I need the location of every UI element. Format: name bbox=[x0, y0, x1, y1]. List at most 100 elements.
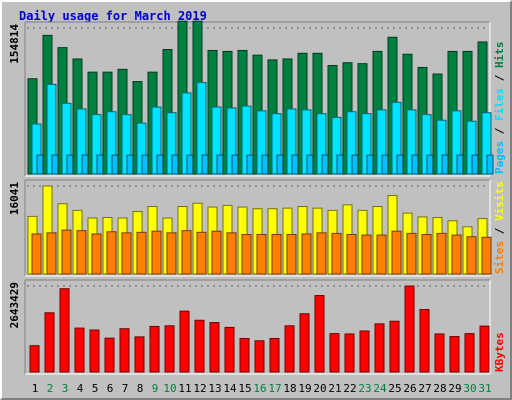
bar-pages-day-15 bbox=[246, 154, 254, 175]
x-tick-day-24: 24 bbox=[373, 382, 387, 395]
bar-sites-day-22 bbox=[346, 234, 357, 275]
bar-kbytes-day-21 bbox=[329, 333, 340, 373]
bar-pages-day-20 bbox=[321, 154, 329, 175]
bar-sites-day-6 bbox=[106, 231, 117, 275]
bar-sites-day-12 bbox=[196, 231, 207, 275]
x-tick-day-19: 19 bbox=[298, 382, 311, 395]
x-tick-day-28: 28 bbox=[433, 382, 446, 395]
bar-pages-day-13 bbox=[216, 154, 224, 175]
bar-kbytes-day-30 bbox=[464, 333, 475, 373]
bar-kbytes-day-16 bbox=[254, 340, 265, 373]
bar-pages-day-17 bbox=[276, 154, 284, 175]
x-tick-day-15: 15 bbox=[238, 382, 251, 395]
bar-pages-day-8 bbox=[141, 154, 149, 175]
bar-kbytes-day-13 bbox=[209, 322, 220, 373]
x-tick-day-4: 4 bbox=[77, 382, 84, 395]
x-tick-day-2: 2 bbox=[47, 382, 54, 395]
legend-kbytes: KBytes bbox=[493, 332, 506, 372]
x-tick-day-20: 20 bbox=[313, 382, 326, 395]
bar-sites-day-5 bbox=[91, 233, 102, 275]
bar-kbytes-day-3 bbox=[59, 288, 70, 373]
bar-sites-day-16 bbox=[256, 234, 267, 275]
x-tick-day-6: 6 bbox=[107, 382, 114, 395]
legend-item-visits: Visits bbox=[493, 181, 506, 221]
bar-sites-day-11 bbox=[181, 230, 192, 275]
bar-sites-day-10 bbox=[166, 232, 177, 275]
bar-pages-day-12 bbox=[201, 154, 209, 175]
bar-kbytes-day-22 bbox=[344, 333, 355, 373]
x-tick-day-7: 7 bbox=[122, 382, 129, 395]
bar-sites-day-23 bbox=[361, 234, 372, 275]
legend-separator: / bbox=[493, 68, 506, 88]
chart-title: Daily usage for March 2019 bbox=[19, 9, 207, 23]
bar-sites-day-24 bbox=[376, 234, 387, 275]
bar-kbytes-day-28 bbox=[434, 333, 445, 373]
bar-kbytes-day-15 bbox=[239, 337, 250, 373]
x-tick-day-27: 27 bbox=[418, 382, 431, 395]
x-tick-day-17: 17 bbox=[268, 382, 281, 395]
bar-kbytes-day-11 bbox=[179, 310, 190, 373]
x-tick-day-10: 10 bbox=[163, 382, 176, 395]
x-tick-day-26: 26 bbox=[403, 382, 416, 395]
bar-kbytes-day-1 bbox=[29, 345, 40, 373]
y-max-label-hits-files-pages: 154814 bbox=[8, 24, 21, 64]
bar-sites-day-27 bbox=[421, 234, 432, 275]
bar-pages-day-6 bbox=[111, 154, 119, 175]
bar-pages-day-3 bbox=[66, 154, 74, 175]
bar-sites-day-7 bbox=[121, 232, 132, 275]
bar-pages-day-27 bbox=[426, 154, 434, 175]
x-tick-day-18: 18 bbox=[283, 382, 296, 395]
bar-pages-day-14 bbox=[231, 154, 239, 175]
bar-kbytes-day-4 bbox=[74, 327, 85, 373]
bar-pages-day-16 bbox=[261, 154, 269, 175]
x-tick-day-12: 12 bbox=[193, 382, 206, 395]
bar-sites-day-26 bbox=[406, 232, 417, 275]
bar-sites-day-17 bbox=[271, 234, 282, 275]
bar-pages-day-23 bbox=[366, 154, 374, 175]
x-tick-day-11: 11 bbox=[178, 382, 191, 395]
x-tick-day-31: 31 bbox=[478, 382, 491, 395]
bar-kbytes-day-25 bbox=[389, 320, 400, 373]
x-tick-day-1: 1 bbox=[32, 382, 39, 395]
bar-kbytes-day-26 bbox=[404, 285, 415, 373]
bar-sites-day-14 bbox=[226, 232, 237, 275]
legend-separator: / bbox=[493, 121, 506, 141]
bar-kbytes-day-7 bbox=[119, 328, 130, 373]
bar-sites-day-18 bbox=[286, 234, 297, 275]
bar-pages-day-26 bbox=[411, 154, 419, 175]
x-tick-day-14: 14 bbox=[223, 382, 237, 395]
bar-sites-day-15 bbox=[241, 234, 252, 275]
bar-sites-day-20 bbox=[316, 232, 327, 275]
y-max-label-kbytes: 2643429 bbox=[8, 282, 21, 328]
bar-kbytes-day-20 bbox=[314, 295, 325, 373]
bar-kbytes-day-9 bbox=[149, 325, 160, 373]
bar-sites-day-2 bbox=[46, 232, 57, 275]
y-max-label-visits-sites: 16041 bbox=[8, 182, 21, 215]
bar-kbytes-day-18 bbox=[284, 325, 295, 373]
bar-kbytes-day-24 bbox=[374, 323, 385, 373]
bar-kbytes-day-5 bbox=[89, 329, 100, 373]
bar-kbytes-day-10 bbox=[164, 325, 175, 373]
legend-item-pages: Pages bbox=[493, 141, 506, 174]
bar-sites-day-3 bbox=[61, 229, 72, 275]
x-tick-day-16: 16 bbox=[253, 382, 266, 395]
bar-kbytes-day-8 bbox=[134, 336, 145, 373]
bar-sites-day-31 bbox=[481, 236, 492, 275]
bar-sites-day-30 bbox=[466, 236, 477, 275]
bar-sites-day-25 bbox=[391, 230, 402, 275]
legend-separator: / bbox=[493, 221, 506, 241]
bar-kbytes-day-29 bbox=[449, 336, 460, 373]
x-tick-day-9: 9 bbox=[152, 382, 159, 395]
bar-pages-day-29 bbox=[456, 154, 464, 175]
bar-sites-day-28 bbox=[436, 232, 447, 275]
bar-pages-day-10 bbox=[171, 154, 179, 175]
legend-item-sites: Sites bbox=[493, 241, 506, 274]
bar-kbytes-day-19 bbox=[299, 313, 310, 373]
bar-pages-day-4 bbox=[81, 154, 89, 175]
legend-item-files: Files bbox=[493, 88, 506, 121]
x-tick-day-23: 23 bbox=[358, 382, 371, 395]
bar-kbytes-day-2 bbox=[44, 312, 55, 373]
bar-kbytes-day-14 bbox=[224, 326, 235, 373]
bar-sites-day-8 bbox=[136, 231, 147, 275]
